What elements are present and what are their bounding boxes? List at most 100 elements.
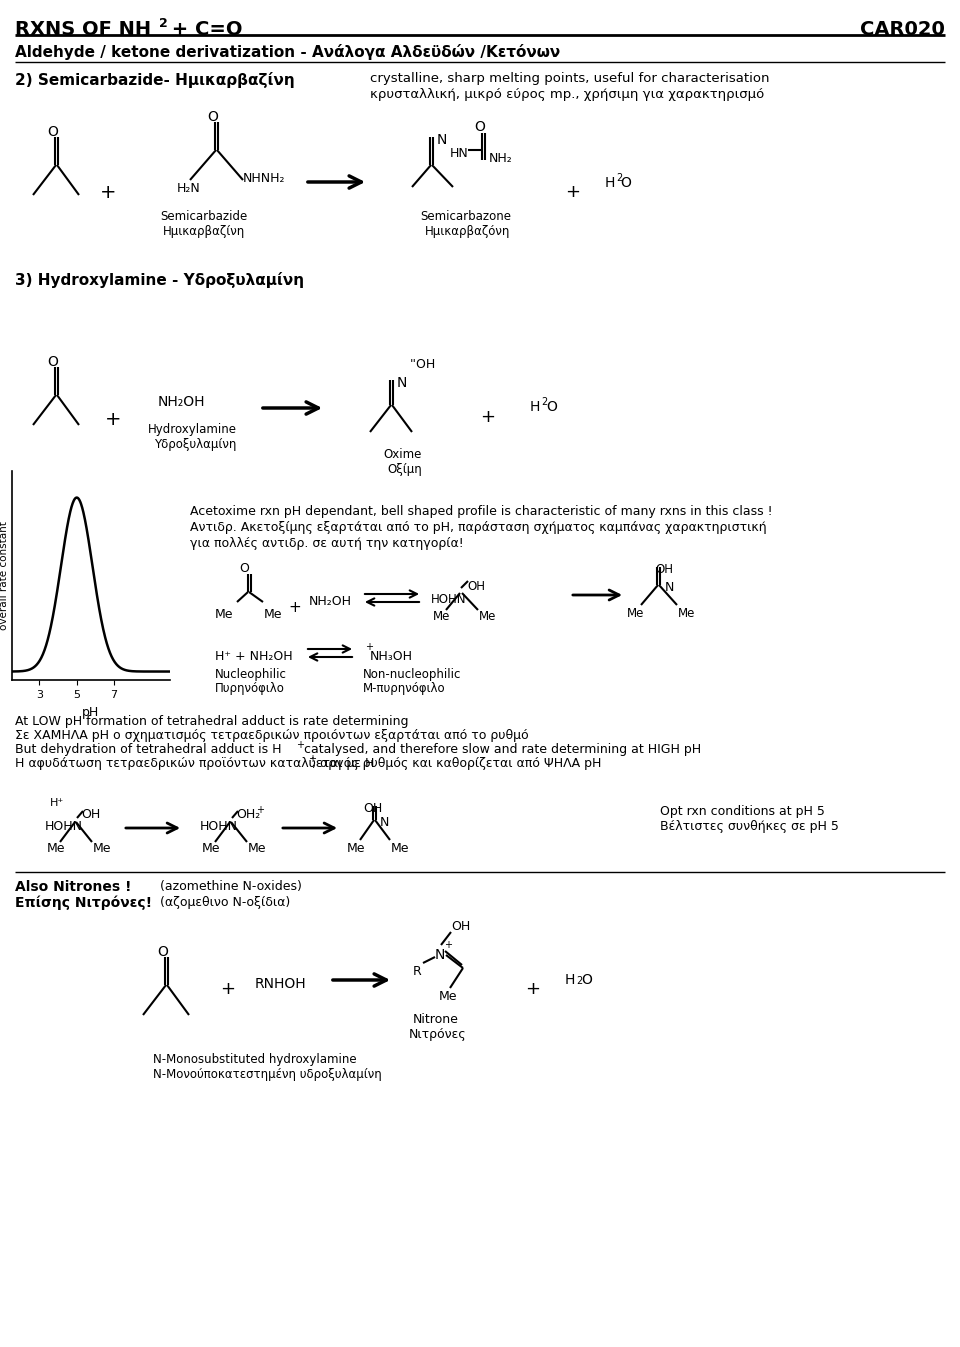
Text: 2) Semicarbazide- Ημικαρβαζίνη: 2) Semicarbazide- Ημικαρβαζίνη	[15, 71, 295, 88]
Text: OH: OH	[363, 801, 382, 815]
Text: NHNH₂: NHNH₂	[243, 172, 285, 185]
Text: +: +	[565, 183, 580, 201]
Text: H: H	[605, 176, 615, 190]
Text: Hydroxylamine: Hydroxylamine	[148, 423, 237, 436]
X-axis label: pH: pH	[83, 706, 99, 718]
Text: Ημικαρβαζίνη: Ημικαρβαζίνη	[163, 225, 245, 238]
Text: (azomethine N-oxides): (azomethine N-oxides)	[160, 880, 301, 893]
Text: But dehydration of tetrahedral adduct is H: But dehydration of tetrahedral adduct is…	[15, 744, 281, 756]
Text: Me: Me	[264, 607, 282, 621]
Text: Ημικαρβαζόνη: Ημικαρβαζόνη	[425, 225, 511, 238]
Text: O: O	[47, 356, 58, 369]
Text: O: O	[620, 176, 631, 190]
Text: +: +	[288, 599, 300, 616]
Text: ''OH: ''OH	[410, 358, 436, 370]
Text: Oxime: Oxime	[383, 449, 421, 461]
Text: NH₂: NH₂	[489, 152, 513, 164]
Text: +: +	[220, 981, 235, 998]
Text: H₂N: H₂N	[177, 182, 201, 195]
Text: Νιτρόνες: Νιτρόνες	[409, 1028, 467, 1041]
Text: Πυρηνόφιλο: Πυρηνόφιλο	[215, 682, 285, 695]
Text: H⁺: H⁺	[50, 797, 64, 808]
Y-axis label: overall rate constant: overall rate constant	[0, 521, 9, 630]
Text: O: O	[474, 120, 485, 133]
Text: 2: 2	[616, 172, 622, 183]
Text: Also Nitrones !: Also Nitrones !	[15, 880, 132, 894]
Text: N: N	[380, 816, 390, 828]
Text: +: +	[480, 408, 495, 426]
Text: H: H	[565, 973, 575, 987]
Text: NH₂OH: NH₂OH	[309, 595, 352, 607]
Text: Η αφυδάτωση τετραεδρικών προϊόντων καταλύεται με H: Η αφυδάτωση τετραεδρικών προϊόντων καταλ…	[15, 757, 374, 770]
Text: HOHN: HOHN	[200, 820, 238, 832]
Text: NH₃OH: NH₃OH	[370, 651, 413, 663]
Text: NH₂OH: NH₂OH	[158, 395, 205, 409]
Text: N: N	[397, 376, 407, 391]
Text: OH: OH	[467, 581, 485, 593]
Text: Me: Me	[391, 842, 410, 855]
Text: HOHN: HOHN	[431, 593, 467, 606]
Text: +: +	[444, 940, 452, 950]
Text: RXNS OF NH: RXNS OF NH	[15, 20, 151, 39]
Text: +: +	[525, 981, 540, 998]
Text: +: +	[105, 409, 122, 428]
Text: HOHN: HOHN	[45, 820, 83, 832]
Text: O: O	[239, 562, 249, 575]
Text: O: O	[47, 125, 58, 139]
Text: Αντιδρ. Ακετοξίμης εξαρτάται από το pH, παράσταση σχήματος καμπάνας χαρακτηριστι: Αντιδρ. Ακετοξίμης εξαρτάται από το pH, …	[190, 521, 767, 533]
Text: OH: OH	[655, 563, 673, 577]
Text: Semicarbazide: Semicarbazide	[160, 210, 248, 224]
Text: Me: Me	[678, 607, 695, 620]
Text: Me: Me	[248, 842, 267, 855]
Text: O: O	[546, 400, 557, 414]
Text: N: N	[665, 581, 674, 594]
Text: +: +	[308, 754, 316, 764]
Text: N-Μονούποκατεστημένη υδροξυλαμίνη: N-Μονούποκατεστημένη υδροξυλαμίνη	[153, 1068, 382, 1082]
Text: 2: 2	[159, 18, 168, 30]
Text: R: R	[413, 964, 421, 978]
Text: Σε ΧΑΜΗΛΑ pH ο σχηματισμός τετραεδρικών προιόντων εξαρτάται από το ρυθμό: Σε ΧΑΜΗΛΑ pH ο σχηματισμός τετραεδρικών …	[15, 729, 529, 742]
Text: O: O	[207, 110, 218, 124]
Text: Aldehyde / ketone derivatization - Ανάλογα Αλδεϋδών /Κετόνων: Aldehyde / ketone derivatization - Ανάλο…	[15, 44, 561, 61]
Text: +: +	[100, 183, 116, 202]
Text: , αργός ρυθμός και καθορίζεται από ΨΗΛΑ pH: , αργός ρυθμός και καθορίζεται από ΨΗΛΑ …	[312, 757, 601, 770]
Text: N: N	[435, 948, 445, 962]
Text: Opt rxn conditions at pH 5: Opt rxn conditions at pH 5	[660, 806, 825, 818]
Text: Me: Me	[479, 610, 496, 624]
Text: At LOW pH formation of tetrahedral adduct is rate determining: At LOW pH formation of tetrahedral adduc…	[15, 715, 409, 727]
Text: Me: Me	[215, 607, 233, 621]
Text: O: O	[581, 973, 592, 987]
Text: Me: Me	[93, 842, 111, 855]
Text: κρυσταλλική, μικρό εύρος mp., χρήσιμη για χαρακτηρισμό: κρυσταλλική, μικρό εύρος mp., χρήσιμη γι…	[370, 88, 764, 101]
Text: Bέλτιστες συνθήκες σε pH 5: Bέλτιστες συνθήκες σε pH 5	[660, 820, 839, 832]
Text: H⁺ + NH₂OH: H⁺ + NH₂OH	[215, 651, 293, 663]
Text: Οξίμη: Οξίμη	[387, 463, 421, 475]
Text: 2: 2	[576, 977, 583, 986]
Text: Semicarbazone: Semicarbazone	[420, 210, 511, 224]
Text: Επίσης Νιτρόνες!: Επίσης Νιτρόνες!	[15, 896, 152, 911]
Text: RNHOH: RNHOH	[255, 977, 306, 991]
Text: N-Monosubstituted hydroxylamine: N-Monosubstituted hydroxylamine	[153, 1053, 356, 1065]
Text: (αζομεθινο N-οξίδια): (αζομεθινο N-οξίδια)	[160, 896, 290, 909]
Text: 3) Hydroxylamine - Υδροξυλαμίνη: 3) Hydroxylamine - Υδροξυλαμίνη	[15, 272, 304, 288]
Text: Me: Me	[627, 607, 644, 620]
Text: OH: OH	[451, 920, 470, 933]
Text: +: +	[365, 643, 373, 652]
Text: Non-nucleophilic: Non-nucleophilic	[363, 668, 462, 682]
Text: Acetoxime rxn pH dependant, bell shaped profile is characteristic of many rxns i: Acetoxime rxn pH dependant, bell shaped …	[190, 505, 773, 519]
Text: +: +	[256, 806, 264, 815]
Text: Me: Me	[202, 842, 221, 855]
Text: crystalline, sharp melting points, useful for characterisation: crystalline, sharp melting points, usefu…	[370, 71, 770, 85]
Text: Nitrone: Nitrone	[413, 1013, 459, 1026]
Text: H: H	[530, 400, 540, 414]
Text: Me: Me	[433, 610, 450, 624]
Text: CAR020: CAR020	[860, 20, 945, 39]
Text: O: O	[157, 946, 168, 959]
Text: Μ-πυρηνόφιλο: Μ-πυρηνόφιλο	[363, 682, 445, 695]
Text: Me: Me	[47, 842, 65, 855]
Text: Me: Me	[347, 842, 366, 855]
Text: OH₂: OH₂	[236, 808, 260, 822]
Text: για πολλές αντιδρ. σε αυτή την κατηγορία!: για πολλές αντιδρ. σε αυτή την κατηγορία…	[190, 537, 464, 550]
Text: Nucleophilic: Nucleophilic	[215, 668, 287, 682]
Text: N: N	[437, 133, 447, 147]
